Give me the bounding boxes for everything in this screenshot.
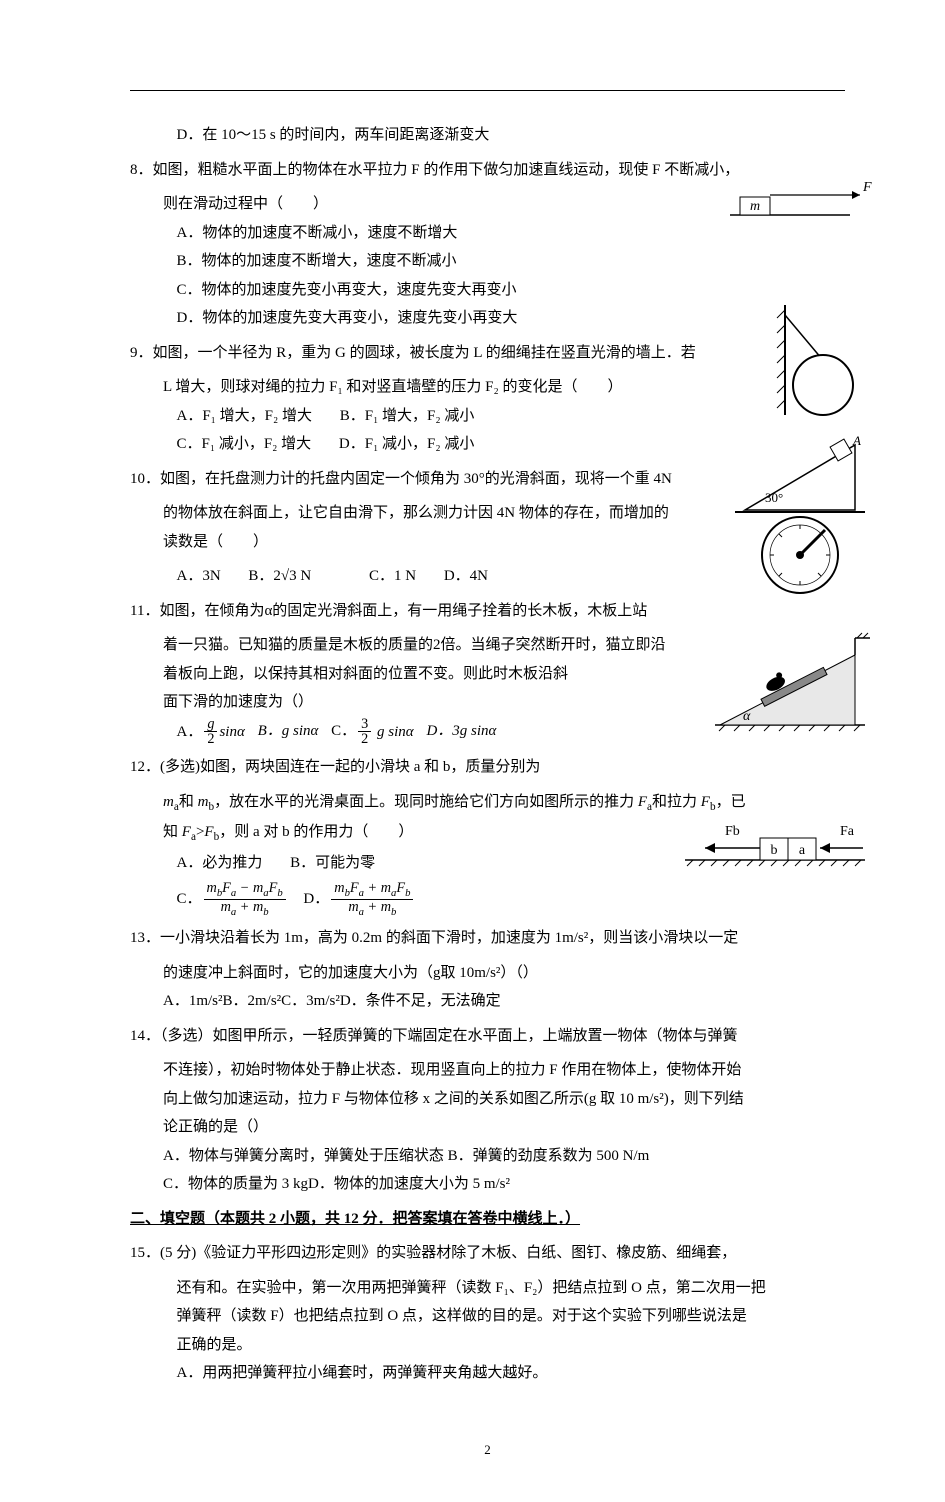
q11-A-num: g xyxy=(204,717,217,733)
q11-C-pre: C． xyxy=(331,723,356,739)
q15-stem2: 还有和。在实验中，第一次用两把弹簧秤（读数 F₁、F₂）把结点拉到 O 点，第二… xyxy=(130,1274,845,1303)
fig12-a: a xyxy=(799,843,806,858)
q14-stem3: 向上做匀加速运动，拉力 F 与物体位移 x 之间的关系如图乙所示(g 取 10 … xyxy=(130,1085,845,1114)
q11-A-post: sinα xyxy=(219,723,244,739)
q15-stem1: 15．(5 分)《验证力平形四边形定则》的实验器材除了木板、白纸、图钉、橡皮筋、… xyxy=(130,1239,845,1268)
q11-A-den: 2 xyxy=(204,732,217,747)
figure-q12: b a Fb Fa xyxy=(675,815,875,881)
q9-C: C．F₁ 减小，F₂ 增大 xyxy=(177,436,312,452)
q13-stem1: 13．一小滑块沿着长为 1m，高为 0.2m 的斜面下滑时，加速度为 1m/s²… xyxy=(130,924,845,953)
q12-stem1: 12．(多选)如图，两块固连在一起的小滑块 a 和 b，质量分别为 xyxy=(130,753,845,782)
fig10-A: A xyxy=(852,433,861,448)
fig8-F: F xyxy=(862,180,872,195)
q12-A: A．必为推力 xyxy=(177,855,263,871)
fig11-alpha: α xyxy=(743,709,751,724)
top-rule xyxy=(130,90,845,91)
fig8-m: m xyxy=(750,199,760,214)
q8-D: D．物体的加速度先变大再变小，速度先变小再变大 xyxy=(130,304,845,333)
q11-A-pre: A． xyxy=(177,723,203,739)
q12-stem2: ma和 mb，放在水平的光滑桌面上。现同时施给它们方向如图所示的推力 Fa和拉力… xyxy=(130,788,845,818)
q9-B: B．F₁ 增大，F₂ 减小 xyxy=(340,408,475,424)
figure-q10: 30° A xyxy=(725,430,875,611)
q10-A: A．3N xyxy=(177,568,221,584)
section-2-title: 二、填空题（本题共 2 小题，共 12 分．把答案填在答卷中横线上．） xyxy=(130,1205,845,1234)
q14-stem4: 论正确的是（） xyxy=(130,1113,845,1142)
q9-stem2: L 增大，则球对绳的拉力 F₁ 和对竖直墙壁的压力 F₂ 的变化是（ ） xyxy=(130,373,845,402)
q9-A: A．F₁ 增大，F₂ 增大 xyxy=(177,408,312,424)
figure-q8: m F xyxy=(725,175,875,236)
q12-C-pre: C． xyxy=(177,891,202,907)
q11-C-post: g sinα xyxy=(373,723,413,739)
q14-stem1: 14．（多选）如图甲所示，一轻质弹簧的下端固定在水平面上，上端放置一物体（物体与… xyxy=(130,1022,845,1051)
q12-D-pre: D． xyxy=(303,891,329,907)
q14-A: A．物体与弹簧分离时，弹簧处于压缩状态 B．弹簧的劲度系数为 500 N/m xyxy=(130,1142,845,1171)
q10-C: C．1 N xyxy=(369,568,416,584)
fig12-Fa: Fa xyxy=(840,824,855,839)
q11-C-den: 2 xyxy=(358,732,371,747)
q13-stem2: 的速度冲上斜面时，它的加速度大小为（g取 10m/s²）（） xyxy=(130,959,845,988)
fig10-angle: 30° xyxy=(765,490,783,505)
q12-B: B．可能为零 xyxy=(290,855,375,871)
section-2-text: 二、填空题（本题共 2 小题，共 12 分．把答案填在答卷中横线上．） xyxy=(130,1211,580,1227)
q14-C: C．物体的质量为 3 kgD．物体的加速度大小为 5 m/s² xyxy=(130,1170,845,1199)
q13-A: A．1m/s²B．2m/s²C．3m/s²D．条件不足，无法确定 xyxy=(130,987,845,1016)
fig12-Fb: Fb xyxy=(725,824,740,839)
q14-stem2: 不连接），初始时物体处于静止状态．现用竖直向上的拉力 F 作用在物体上，使物体开… xyxy=(130,1056,845,1085)
q11-D: D．3g sinα xyxy=(426,723,496,739)
q9-stem1: 9．如图，一个半径为 R，重为 G 的圆球，被长度为 L 的细绳挂在竖直光滑的墙… xyxy=(130,339,845,368)
page-number: 2 xyxy=(130,1438,845,1463)
q11-B: B．g sinα xyxy=(258,723,319,739)
q10-B: B．2√3 N xyxy=(248,568,311,584)
fig12-b: b xyxy=(771,843,778,858)
q11-C-num: 3 xyxy=(358,717,371,733)
q7-option-d: D．在 10～15 s 的时间内，两车间距离逐渐变大 xyxy=(130,121,845,150)
figure-q9 xyxy=(765,300,875,431)
q15-stem3: 弹簧秤（读数 F）也把结点拉到 O 点，这样做的目的是。对于这个实验下列哪些说法… xyxy=(130,1302,845,1331)
q15-A: A．用两把弹簧秤拉小绳套时，两弹簧秤夹角越大越好。 xyxy=(130,1359,845,1388)
q12-row2: C．mbFa − maFbma + mb D．mbFa + maFbma + m… xyxy=(130,881,845,918)
q10-D: D．4N xyxy=(444,568,488,584)
q9-row1: A．F₁ 增大，F₂ 增大 B．F₁ 增大，F₂ 减小 xyxy=(130,402,845,431)
q8-C: C．物体的加速度先变小再变大，速度先变大再变小 xyxy=(130,276,845,305)
q15-stem4: 正确的是。 xyxy=(130,1331,845,1360)
figure-q11: α xyxy=(705,630,875,751)
q9-D: D．F₁ 减小，F₂ 减小 xyxy=(339,436,474,452)
q8-B: B．物体的加速度不断增大，速度不断减小 xyxy=(130,247,845,276)
